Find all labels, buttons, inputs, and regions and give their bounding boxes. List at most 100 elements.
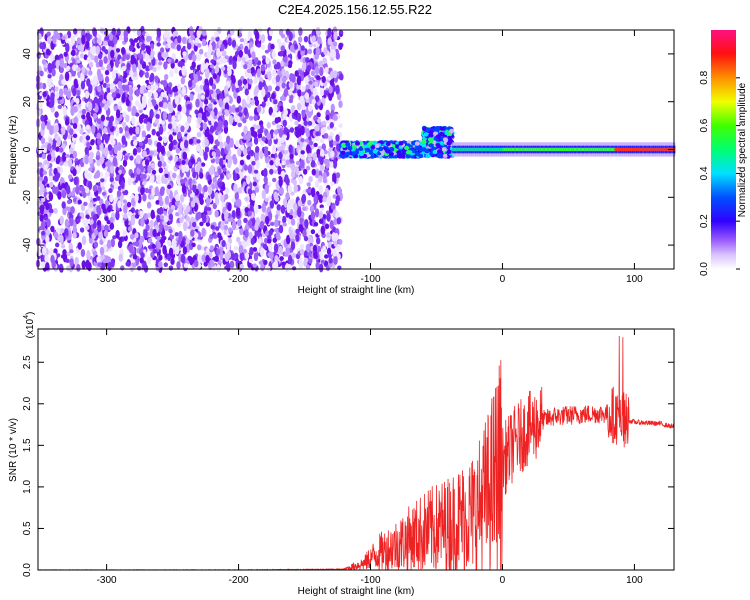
spectrogram-cell xyxy=(54,86,59,92)
spectrogram-cell xyxy=(181,36,187,44)
spectrogram-cell xyxy=(148,97,153,108)
spectrogram-cell xyxy=(199,172,204,179)
spectrogram-cell xyxy=(137,53,142,59)
spectrogram-cell xyxy=(42,246,47,256)
spectrogram-cell xyxy=(205,68,210,78)
spectrogram-cell xyxy=(283,126,288,135)
spectrogram-cell xyxy=(61,152,67,162)
spectrogram-cell xyxy=(278,215,283,220)
spectrogram-cell xyxy=(48,192,54,202)
spectrogram-cell xyxy=(177,35,182,44)
spectrogram-cell xyxy=(275,85,280,92)
spectrogram-cell xyxy=(251,160,256,166)
spectrogram-cell xyxy=(253,87,259,97)
spectrogram-cell xyxy=(178,208,183,215)
spectrogram-cell xyxy=(77,199,82,205)
spectrogram-cell xyxy=(280,60,285,67)
spectrogram-cell xyxy=(89,47,95,54)
spectrogram-cell xyxy=(205,111,210,117)
spectrogram-cell xyxy=(246,147,251,152)
spectrogram-cell xyxy=(146,212,152,219)
spectrogram-cell xyxy=(49,125,54,136)
spectrogram-cell xyxy=(139,210,144,217)
spectrogram-cell xyxy=(125,97,130,107)
spectrogram-cell xyxy=(142,98,147,108)
spectrogram-cell xyxy=(220,66,226,71)
spectrogram-cell xyxy=(174,200,180,206)
spectrogram-cell xyxy=(200,63,205,73)
spectrogram-cell xyxy=(136,29,142,37)
spectrogram-cell xyxy=(299,244,305,250)
spectrogram-cell xyxy=(319,207,325,212)
spectrogram-cell xyxy=(207,210,212,216)
spectrogram-cell xyxy=(249,246,254,256)
spectrogram-cell xyxy=(335,84,340,95)
spectrogram-cell xyxy=(288,214,294,220)
spectrogram-cell xyxy=(128,86,134,96)
spectrogram-cell xyxy=(324,66,329,74)
spectrogram-cell xyxy=(50,254,55,264)
spectrogram-cell xyxy=(268,28,274,37)
spectrogram-cell xyxy=(286,203,291,214)
spectrogram-cell xyxy=(184,121,189,131)
spectrogram-cell xyxy=(199,221,204,227)
spectrogram-cell xyxy=(121,135,126,145)
spectrogram-cell xyxy=(92,112,98,120)
spectrogram-cell xyxy=(140,217,145,227)
spectrogram-cell xyxy=(146,201,152,209)
spectrogram-cell xyxy=(329,122,334,129)
spectrogram-cell xyxy=(158,125,164,135)
spectrogram-cell xyxy=(290,241,296,251)
spectrogram-cell xyxy=(317,36,322,45)
spectrogram-cell xyxy=(285,159,290,165)
spectrogram-cell xyxy=(272,59,277,65)
spectrogram-cell xyxy=(219,141,224,150)
spectrogram-cell xyxy=(320,148,325,158)
spectrogram-cell xyxy=(145,65,150,72)
spectrogram-cell xyxy=(41,230,46,236)
spectrogram-cell xyxy=(161,52,166,58)
spectrogram-cell xyxy=(172,86,177,93)
spectrogram-cell xyxy=(243,164,249,171)
spectrogram-cell xyxy=(191,179,196,184)
spectrogram-cell xyxy=(312,152,317,161)
spectrogram-cell xyxy=(329,220,334,230)
spectrogram-cell xyxy=(159,187,164,197)
spectrogram-cell xyxy=(158,101,164,108)
spectrogram-cell xyxy=(132,57,137,66)
spectrogram-cell xyxy=(122,121,127,128)
spectrogram-cell xyxy=(244,229,249,238)
spectrogram-cell xyxy=(168,89,173,95)
spectrogram-cell xyxy=(89,219,94,225)
spectrogram-cell xyxy=(282,134,287,139)
spectrogram-cell xyxy=(313,81,319,88)
spectrogram-cell xyxy=(150,209,155,220)
spectrogram-cell xyxy=(333,115,338,121)
spectrogram-cell xyxy=(86,250,91,260)
spectrogram-cell xyxy=(209,77,214,86)
spectrogram-cell xyxy=(261,88,266,98)
spectrogram-cell xyxy=(139,69,144,78)
spectrogram-cell xyxy=(239,172,244,179)
spectrogram-cell xyxy=(168,247,174,257)
spectrogram-cell xyxy=(61,79,66,85)
spectrogram-cell xyxy=(121,93,126,103)
spectrogram-cell xyxy=(177,113,182,121)
spectrogram-cell xyxy=(83,201,88,206)
spectrogram-cell xyxy=(57,104,62,110)
spectrogram-cell xyxy=(76,89,81,97)
spectrogram-cell xyxy=(316,118,322,124)
spectrogram-cell xyxy=(70,35,76,46)
spectrogram-cell xyxy=(97,262,102,268)
spectrogram-cell xyxy=(319,66,324,77)
spectrogram-cell xyxy=(142,180,147,186)
spectrogram-cell xyxy=(86,141,91,149)
spectrogram-cell xyxy=(325,114,330,121)
spectrogram-cell xyxy=(200,162,206,167)
spectrogram-cell xyxy=(209,245,215,251)
spectrogram-cell xyxy=(84,155,89,165)
spectrogram-cell xyxy=(104,224,109,232)
spectrogram-cell xyxy=(61,182,66,189)
spectrogram-cell xyxy=(190,229,195,237)
spectrogram-cell xyxy=(254,187,260,193)
